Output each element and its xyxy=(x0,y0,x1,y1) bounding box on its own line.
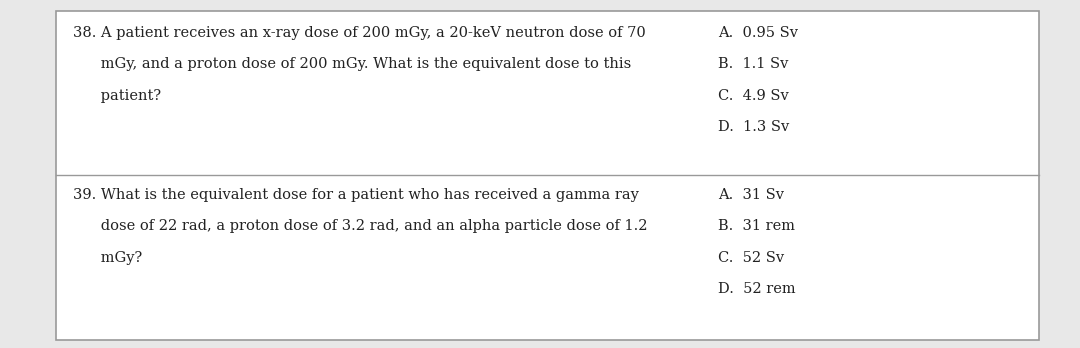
Text: D.  1.3 Sv: D. 1.3 Sv xyxy=(718,120,789,134)
Text: dose of 22 rad, a proton dose of 3.2 rad, and an alpha particle dose of 1.2: dose of 22 rad, a proton dose of 3.2 rad… xyxy=(73,219,648,233)
Text: 39. What is the equivalent dose for a patient who has received a gamma ray: 39. What is the equivalent dose for a pa… xyxy=(73,188,639,202)
Text: D.  52 rem: D. 52 rem xyxy=(718,282,796,296)
Text: A.  31 Sv: A. 31 Sv xyxy=(718,188,784,202)
Text: mGy, and a proton dose of 200 mGy. What is the equivalent dose to this: mGy, and a proton dose of 200 mGy. What … xyxy=(73,57,632,71)
Text: C.  52 Sv: C. 52 Sv xyxy=(718,251,784,264)
Text: C.  4.9 Sv: C. 4.9 Sv xyxy=(718,89,789,103)
Text: B.  31 rem: B. 31 rem xyxy=(718,219,795,233)
Text: patient?: patient? xyxy=(73,89,162,103)
Text: A.  0.95 Sv: A. 0.95 Sv xyxy=(718,26,798,40)
Text: 38. A patient receives an x-ray dose of 200 mGy, a 20-keV neutron dose of 70: 38. A patient receives an x-ray dose of … xyxy=(73,26,646,40)
Text: B.  1.1 Sv: B. 1.1 Sv xyxy=(718,57,788,71)
Text: mGy?: mGy? xyxy=(73,251,143,264)
